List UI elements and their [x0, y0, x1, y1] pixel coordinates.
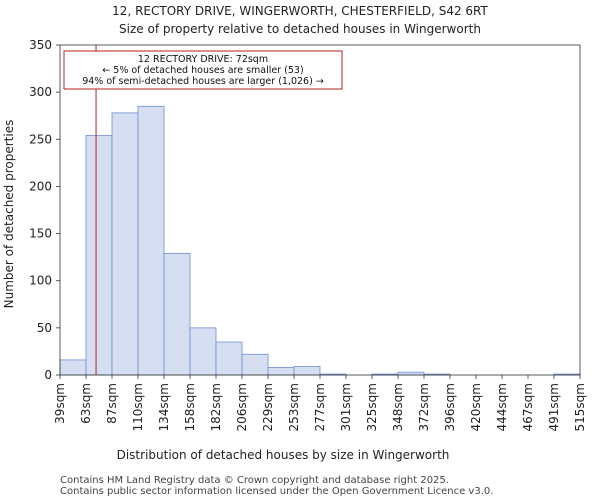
- footer-line-1: Contains HM Land Registry data © Crown c…: [60, 475, 449, 486]
- x-tick-label: 229sqm: [261, 383, 275, 431]
- y-axis-label: Number of detached properties: [2, 120, 16, 309]
- bar-134sqm: [163, 252, 191, 376]
- bar-229sqm: [267, 367, 295, 376]
- x-tick-label: 87sqm: [105, 383, 119, 424]
- annotation-line-3: 94% of semi-detached houses are larger (…: [82, 76, 324, 87]
- y-axis: 0 50 100 150 200 250 300 350: [29, 38, 60, 382]
- bar-182sqm: [215, 341, 243, 376]
- x-tick-label: 134sqm: [157, 383, 171, 431]
- plot-frame: [59, 44, 581, 376]
- y-tick-label: 200: [29, 179, 52, 193]
- bar-206sqm: [241, 353, 269, 376]
- x-tick-label: 158sqm: [183, 383, 197, 431]
- x-tick-label: 63sqm: [79, 383, 93, 424]
- x-tick-label: 348sqm: [391, 383, 405, 431]
- x-tick-label: 110sqm: [131, 383, 145, 431]
- bar-63sqm: [85, 135, 113, 376]
- bar-253sqm: [293, 366, 321, 376]
- x-tick-label: 301sqm: [339, 383, 353, 431]
- y-tick-label: 300: [29, 85, 52, 99]
- y-tick-label: 100: [29, 274, 52, 288]
- annotation-line-2: ← 5% of detached houses are smaller (53): [102, 65, 303, 76]
- x-axis-label: Distribution of detached houses by size …: [117, 448, 450, 462]
- x-tick-label: 491sqm: [547, 383, 561, 431]
- x-tick-label: 515sqm: [573, 383, 587, 431]
- x-tick-label: 253sqm: [287, 383, 301, 431]
- x-tick-label: 420sqm: [469, 383, 483, 431]
- x-tick-label: 467sqm: [521, 383, 535, 431]
- annotation-line-1: 12 RECTORY DRIVE: 72sqm: [138, 54, 268, 65]
- footer-line-2: Contains public sector information licen…: [60, 486, 493, 497]
- x-tick-label: 206sqm: [235, 383, 249, 431]
- x-tick-label: 182sqm: [209, 383, 223, 431]
- bar-39sqm: [59, 359, 87, 376]
- x-tick-label: 325sqm: [365, 383, 379, 431]
- bars: [59, 105, 581, 376]
- y-tick-label: 50: [37, 321, 52, 335]
- y-tick-label: 350: [29, 38, 52, 52]
- chart-title: 12, RECTORY DRIVE, WINGERWORTH, CHESTERF…: [112, 4, 488, 18]
- bar-87sqm: [111, 112, 139, 376]
- annotation-frame: [63, 50, 343, 90]
- x-tick-label: 444sqm: [495, 383, 509, 431]
- chart-subtitle: Size of property relative to detached ho…: [119, 22, 481, 36]
- bar-110sqm: [137, 105, 165, 376]
- annotation-box: 12 RECTORY DRIVE: 72sqm ← 5% of detached…: [63, 50, 343, 90]
- bar-348sqm: [397, 371, 425, 376]
- x-axis: 39sqm 63sqm 87sqm 110sqm 134sqm 158sqm 182sqm 2…: [53, 375, 587, 431]
- x-tick-label: 39sqm: [53, 383, 67, 424]
- x-tick-label: 396sqm: [443, 383, 457, 431]
- x-tick-label: 372sqm: [417, 383, 431, 431]
- y-tick-label: 0: [44, 368, 52, 382]
- y-tick-label: 150: [29, 227, 52, 241]
- y-tick-label: 250: [29, 132, 52, 146]
- x-tick-label: 277sqm: [313, 383, 327, 431]
- bar-158sqm: [189, 327, 217, 376]
